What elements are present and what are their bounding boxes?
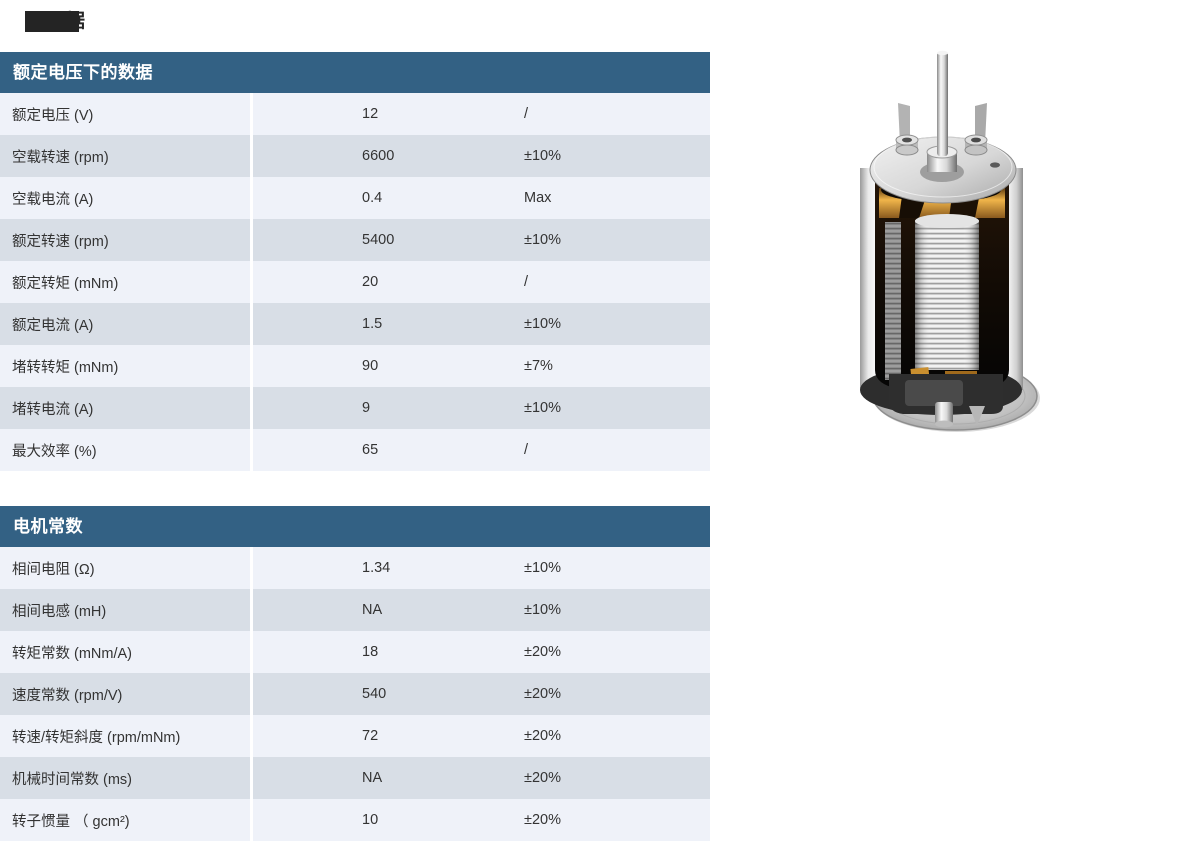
spec-label: 相间电感 (mH) bbox=[0, 589, 253, 631]
spec-value: 20 bbox=[362, 274, 379, 290]
spec-tolerance: ±10% bbox=[524, 316, 561, 332]
spec-value: 0.4 bbox=[362, 190, 383, 206]
spec-value: 5400 bbox=[362, 232, 395, 248]
table-title: 额定电压下的数据 bbox=[13, 63, 153, 82]
rated-voltage-data-table: 额定电压下的数据 额定电压 (V) 12/空载转速 (rpm) 6600 ±10% 空载… bbox=[0, 52, 710, 471]
spec-label: 转子惯量 （ gcm²) bbox=[0, 799, 253, 841]
spec-tolerance: ±20% bbox=[524, 770, 561, 786]
spec-tolerance: ±10% bbox=[524, 400, 561, 416]
table-row: 最大效率 (%) 65 / bbox=[0, 429, 710, 471]
spec-value: 12 bbox=[362, 106, 379, 122]
spec-value: NA bbox=[362, 770, 383, 786]
spec-value: 1.5 bbox=[362, 316, 383, 332]
spec-label: 空载电流 (A) bbox=[0, 177, 253, 219]
spec-label: 额定电压 (V) bbox=[0, 93, 253, 135]
spec-value: 9 bbox=[362, 400, 371, 416]
table-rows: 相间电阻 (Ω) 1.34 ±10% 相间电感 (mH) NA ±10% 转矩常数 (mNm… bbox=[0, 547, 710, 841]
spec-value: 65 bbox=[362, 442, 379, 458]
motor-cutaway-image bbox=[853, 40, 1057, 440]
spec-tolerance: / bbox=[524, 106, 529, 122]
spec-label: 堵转转矩 (mNm) bbox=[0, 345, 253, 387]
spec-label: 转矩常数 (mNm/A) bbox=[0, 631, 253, 673]
table-row: 额定电流 (A) 1.5 ±10% bbox=[0, 303, 710, 345]
page-title: 据 bbox=[25, 10, 105, 34]
spec-value: 6600 bbox=[362, 148, 395, 164]
spec-tolerance: ±20% bbox=[524, 812, 561, 828]
spec-value: 72 bbox=[362, 728, 379, 744]
spec-tolerance: ±10% bbox=[524, 148, 561, 164]
table-row: 相间电阻 (Ω) 1.34 ±10% bbox=[0, 547, 710, 589]
spec-tolerance: / bbox=[524, 442, 529, 458]
spec-label: 转速/转矩斜度 (rpm/mNm) bbox=[0, 715, 253, 757]
table-row: 相间电感 (mH) NA ±10% bbox=[0, 589, 710, 631]
spec-tolerance: ±10% bbox=[524, 602, 561, 618]
table-row: 空载电流 (A) 0.4 Max bbox=[0, 177, 710, 219]
spec-tolerance: ±20% bbox=[524, 686, 561, 702]
spec-label: 最大效率 (%) bbox=[0, 429, 253, 471]
spec-tolerance: ±20% bbox=[524, 728, 561, 744]
table-header: 电机常数 bbox=[0, 506, 710, 547]
table-row: 转子惯量 （ gcm²) 10 ±20% bbox=[0, 799, 710, 841]
table-row: 堵转转矩 (mNm) 90 ±7% bbox=[0, 345, 710, 387]
spec-value: 1.34 bbox=[362, 560, 391, 576]
spec-tolerance: ±20% bbox=[524, 644, 561, 660]
spec-value: 18 bbox=[362, 644, 379, 660]
table-row: 速度常数 (rpm/V) 540 ±20% bbox=[0, 673, 710, 715]
spec-tolerance: / bbox=[524, 274, 529, 290]
table-row: 机械时间常数 (ms) NA ±20% bbox=[0, 757, 710, 799]
spec-label: 相间电阻 (Ω) bbox=[0, 547, 253, 589]
table-row: 空载转速 (rpm) 6600 ±10% bbox=[0, 135, 710, 177]
spec-tolerance: ±10% bbox=[524, 560, 561, 576]
title-redaction-box bbox=[25, 11, 79, 32]
motor-constants-table: 电机常数 相间电阻 (Ω) 1.34 ±10% 相间电感 (mH) NA ±10% 转矩常数… bbox=[0, 506, 710, 841]
spec-value: 90 bbox=[362, 358, 379, 374]
table-row: 堵转电流 (A) 9 ±10% bbox=[0, 387, 710, 429]
spec-value: 540 bbox=[362, 686, 387, 702]
spec-label: 速度常数 (rpm/V) bbox=[0, 673, 253, 715]
spec-label: 额定转速 (rpm) bbox=[0, 219, 253, 261]
spec-value: NA bbox=[362, 602, 383, 618]
table-row: 额定电压 (V) 12 / bbox=[0, 93, 710, 135]
spec-label: 堵转电流 (A) bbox=[0, 387, 253, 429]
table-rows: 额定电压 (V) 12 / 空载转速 (rpm) 6600 ±10% 空载电流 (A) 0.4… bbox=[0, 93, 710, 471]
spec-tolerance: ±10% bbox=[524, 232, 561, 248]
spec-tolerance: Max bbox=[524, 190, 552, 206]
spec-tolerance: ±7% bbox=[524, 358, 553, 374]
spec-label: 额定电流 (A) bbox=[0, 303, 253, 345]
spec-label: 额定转矩 (mNm) bbox=[0, 261, 253, 303]
table-row: 额定转矩 (mNm) 20 / bbox=[0, 261, 710, 303]
table-row: 转矩常数 (mNm/A) 18 ±20% bbox=[0, 631, 710, 673]
table-row: 额定转速 (rpm) 5400 ±10% bbox=[0, 219, 710, 261]
spec-value: 10 bbox=[362, 812, 379, 828]
spec-label: 机械时间常数 (ms) bbox=[0, 757, 253, 799]
table-header: 额定电压下的数据 bbox=[0, 52, 710, 93]
spec-label: 空载转速 (rpm) bbox=[0, 135, 253, 177]
table-row: 转速/转矩斜度 (rpm/mNm) 72 ±20% bbox=[0, 715, 710, 757]
table-title: 电机常数 bbox=[13, 517, 83, 536]
